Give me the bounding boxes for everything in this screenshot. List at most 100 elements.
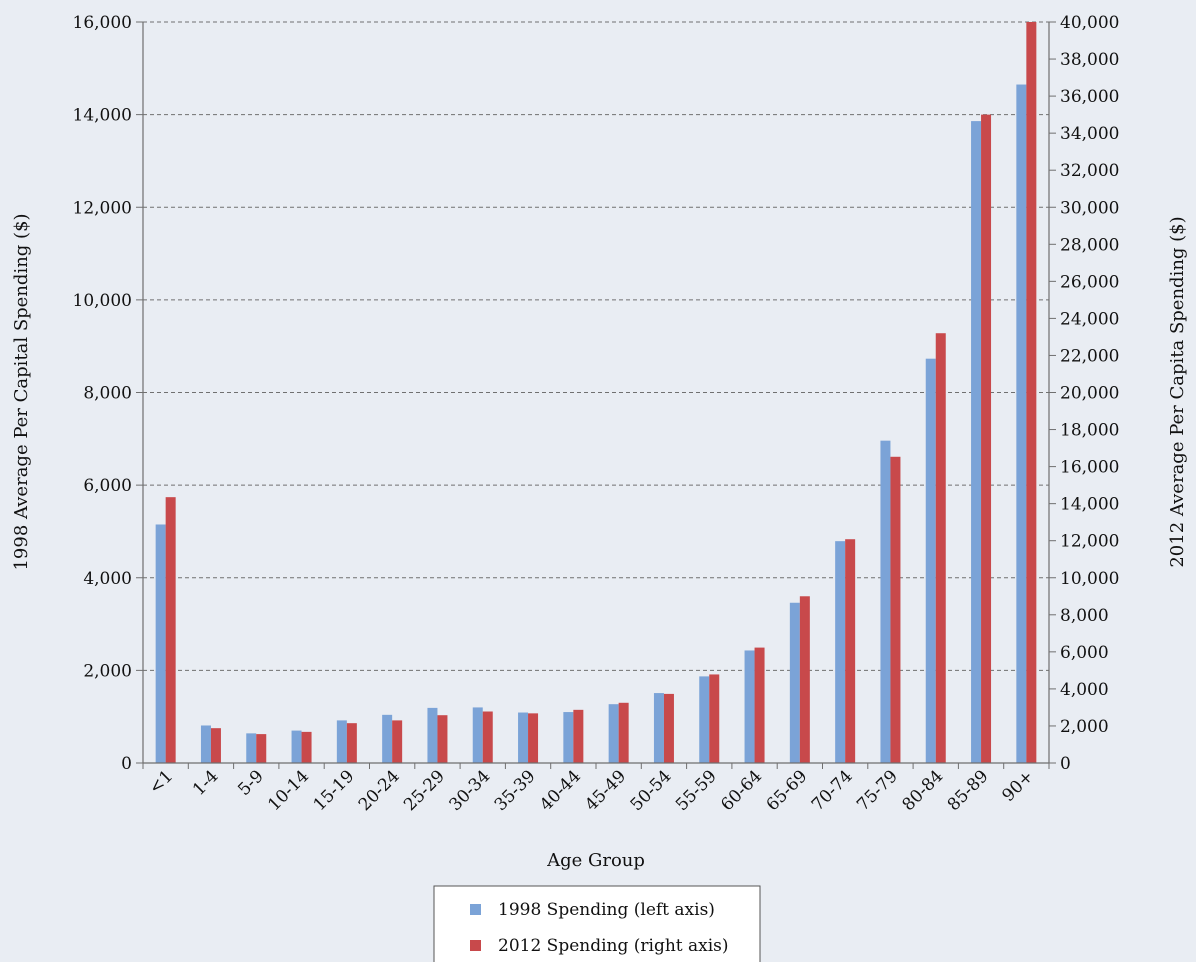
x-tick-label: 60-64 xyxy=(717,766,766,815)
bar-2012 xyxy=(392,720,403,763)
right-tick-label: 6,000 xyxy=(1060,643,1109,663)
x-axis-title: Age Group xyxy=(546,850,645,871)
bar-1998 xyxy=(246,733,257,763)
right-tick-label: 38,000 xyxy=(1060,50,1119,70)
right-tick-label: 2,000 xyxy=(1060,717,1109,737)
bar-2012 xyxy=(935,333,946,763)
bar-1998 xyxy=(789,602,800,763)
bar-2012 xyxy=(165,497,176,763)
left-tick-label: 14,000 xyxy=(73,106,132,126)
bars-group xyxy=(155,22,1037,764)
left-axis-title: 1998 Average Per Capital Spending ($) xyxy=(11,213,32,570)
right-tick-label: 10,000 xyxy=(1060,569,1119,589)
left-axis-ticks: 0 2,000 4,000 6,000 8,000 10,000 12,000 14,000 1… xyxy=(73,13,143,774)
left-tick-label: 10,000 xyxy=(73,291,132,311)
right-tick-label: 34,000 xyxy=(1060,124,1119,144)
right-tick-label: 24,000 xyxy=(1060,309,1119,329)
bar-2012 xyxy=(482,711,493,763)
legend: 1998 Spending (left axis) 2012 Spending … xyxy=(433,885,761,962)
bar-2012 xyxy=(663,693,674,763)
x-tick-label: 90+ xyxy=(998,766,1038,806)
x-tick-label: 35-39 xyxy=(491,766,540,815)
x-tick-label: 50-54 xyxy=(627,766,676,815)
bar-2012 xyxy=(845,539,856,763)
x-tick-label: 70-74 xyxy=(808,766,857,815)
right-tick-label: 0 xyxy=(1060,754,1071,774)
bar-2012 xyxy=(754,647,765,763)
bar-1998 xyxy=(971,121,982,763)
bar-1998 xyxy=(291,730,302,763)
x-tick-label: 15-19 xyxy=(310,766,359,815)
x-tick-label: 55-59 xyxy=(672,766,721,815)
x-tick-label: 5-9 xyxy=(234,766,268,800)
left-tick-label: 0 xyxy=(121,754,132,774)
x-tick-label: 65-69 xyxy=(763,766,812,815)
right-tick-label: 18,000 xyxy=(1060,421,1119,441)
legend-swatch-1998 xyxy=(470,904,481,915)
right-tick-label: 16,000 xyxy=(1060,458,1119,478)
bar-1998 xyxy=(427,707,438,763)
bar-1998 xyxy=(518,712,529,763)
bar-1998 xyxy=(744,650,755,763)
left-tick-label: 12,000 xyxy=(73,198,132,218)
bar-2012 xyxy=(799,596,810,763)
legend-box xyxy=(433,885,761,962)
bar-1998 xyxy=(472,707,483,763)
bar-1998 xyxy=(1016,84,1027,764)
left-tick-label: 2,000 xyxy=(83,661,132,681)
left-tick-label: 4,000 xyxy=(83,569,132,589)
bar-2012 xyxy=(346,723,357,763)
x-tick-label: 40-44 xyxy=(536,766,585,815)
bar-2012 xyxy=(618,702,629,763)
x-tick-label: 25-29 xyxy=(400,766,449,815)
right-axis-title: 2012 Average Per Capita Spending ($) xyxy=(1167,216,1188,567)
bar-1998 xyxy=(155,524,166,763)
right-tick-label: 26,000 xyxy=(1060,272,1119,292)
right-tick-label: 8,000 xyxy=(1060,606,1109,626)
x-tick-label: 75-79 xyxy=(853,766,902,815)
bar-1998 xyxy=(653,693,664,763)
left-tick-label: 16,000 xyxy=(73,13,132,33)
bar-1998 xyxy=(563,712,574,763)
right-axis-ticks: 0 2,000 4,000 6,000 8,000 10,000 12,000 14,000 1… xyxy=(1049,13,1119,774)
bar-1998 xyxy=(699,676,710,763)
right-tick-label: 22,000 xyxy=(1060,346,1119,366)
left-tick-label: 6,000 xyxy=(83,476,132,496)
legend-label-2012: 2012 Spending (right axis) xyxy=(498,936,729,956)
bar-1998 xyxy=(382,714,393,763)
x-tick-label: 45-49 xyxy=(581,766,630,815)
left-tick-label: 8,000 xyxy=(83,384,132,404)
bar-1998 xyxy=(608,704,619,763)
right-tick-label: 28,000 xyxy=(1060,235,1119,255)
bar-2012 xyxy=(301,731,312,763)
x-tick-label: 1-4 xyxy=(189,766,223,800)
bar-2012 xyxy=(210,728,221,763)
x-tick-label: 85-89 xyxy=(944,766,993,815)
x-tick-label: 20-24 xyxy=(355,766,404,815)
bar-2012 xyxy=(573,709,584,763)
right-tick-label: 14,000 xyxy=(1060,495,1119,515)
legend-label-1998: 1998 Spending (left axis) xyxy=(498,900,715,920)
bar-1998 xyxy=(336,720,347,763)
bar-2012 xyxy=(256,734,267,763)
right-tick-label: 30,000 xyxy=(1060,198,1119,218)
x-tick-label: 10-14 xyxy=(264,766,313,815)
right-tick-label: 4,000 xyxy=(1060,680,1109,700)
bar-1998 xyxy=(880,440,891,763)
x-tick-label: <1 xyxy=(145,766,177,798)
bar-1998 xyxy=(925,358,936,763)
x-tick-label: 80-84 xyxy=(898,766,947,815)
bar-2012 xyxy=(528,713,539,763)
right-tick-label: 40,000 xyxy=(1060,13,1119,33)
right-tick-label: 12,000 xyxy=(1060,532,1119,552)
right-tick-label: 20,000 xyxy=(1060,384,1119,404)
bar-2012 xyxy=(709,674,720,763)
bar-2012 xyxy=(890,456,901,763)
right-tick-label: 32,000 xyxy=(1060,161,1119,181)
bar-2012 xyxy=(981,114,992,763)
x-tick-label: 30-34 xyxy=(445,766,494,815)
gridlines xyxy=(143,21,1049,671)
bar-2012 xyxy=(1026,22,1037,763)
